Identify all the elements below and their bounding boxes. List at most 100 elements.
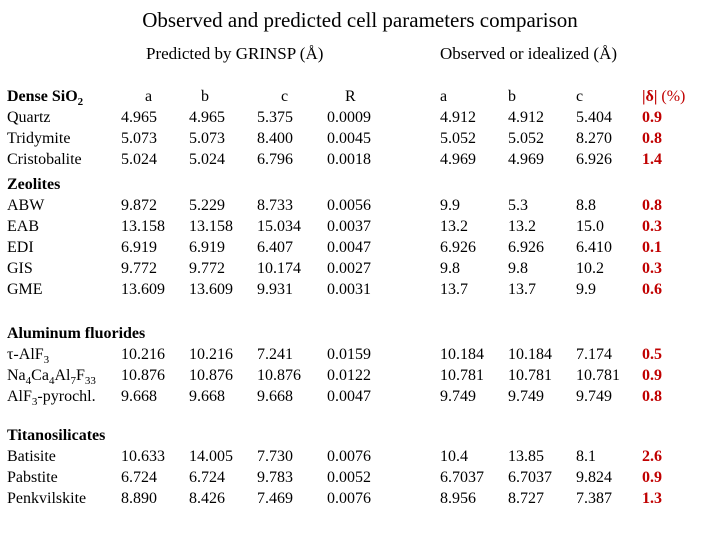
cell-delta: 1.4 (642, 151, 662, 168)
cell-r: 0.0037 (327, 218, 371, 235)
row-name: τ-AlF3 (7, 346, 50, 367)
group-name: Zeolites (7, 176, 61, 193)
cell-ob: 13.2 (508, 218, 536, 235)
cell-ob: 10.781 (508, 367, 552, 384)
cell-a: 13.158 (121, 218, 165, 235)
cell-b: 6.919 (189, 239, 225, 256)
cell-oa: 9.8 (440, 260, 460, 277)
group-name: Dense SiO2 (7, 88, 84, 109)
cell-delta: 0.8 (642, 197, 662, 214)
group-name: Aluminum fluorides (7, 325, 146, 342)
cell-c: 7.241 (257, 346, 293, 363)
row-name: EAB (7, 218, 39, 235)
header-observed: Observed or idealized (Å) (440, 44, 618, 63)
cell-r: 0.0047 (327, 388, 371, 405)
cell-delta: 0.8 (642, 388, 662, 405)
cell-r: 0.0027 (327, 260, 371, 277)
cell-a: 10.633 (121, 448, 165, 465)
header-predicted: Predicted by GRINSP (Å) (146, 44, 324, 63)
cell-delta: 0.9 (642, 367, 662, 384)
column-header-b: b (201, 88, 209, 105)
cell-ob: 9.749 (508, 388, 544, 405)
cell-c: 10.174 (257, 260, 301, 277)
cell-c: 5.375 (257, 109, 293, 126)
cell-delta: 0.9 (642, 469, 662, 486)
cell-r: 0.0056 (327, 197, 371, 214)
cell-c: 9.668 (257, 388, 293, 405)
cell-oc: 9.749 (576, 388, 612, 405)
cell-r: 0.0045 (327, 130, 371, 147)
cell-a: 4.965 (121, 109, 157, 126)
column-header-c: c (281, 88, 289, 105)
cell-c: 6.407 (257, 239, 293, 256)
cell-ob: 4.912 (508, 109, 544, 126)
cell-oa: 4.969 (440, 151, 476, 168)
cell-ob: 5.052 (508, 130, 544, 147)
cell-delta: 0.3 (642, 218, 662, 235)
cell-oc: 9.9 (576, 281, 596, 298)
cell-oa: 13.7 (440, 281, 468, 298)
cell-ob: 6.926 (508, 239, 544, 256)
cell-delta: 0.1 (642, 239, 662, 256)
cell-ob: 13.7 (508, 281, 536, 298)
cell-r: 0.0159 (327, 346, 371, 363)
cell-r: 0.0076 (327, 490, 371, 507)
row-name: EDI (7, 239, 34, 256)
group-name: Titanosilicates (7, 427, 106, 444)
cell-oa: 9.9 (440, 197, 460, 214)
cell-ob: 5.3 (508, 197, 528, 214)
column-header-a: a (145, 88, 153, 105)
cell-oa: 4.912 (440, 109, 476, 126)
cell-oa: 10.4 (440, 448, 468, 465)
cell-oc: 7.387 (576, 490, 612, 507)
cell-r: 0.0018 (327, 151, 371, 168)
cell-r: 0.0076 (327, 448, 371, 465)
cell-c: 9.783 (257, 469, 293, 486)
cell-delta: 1.3 (642, 490, 662, 507)
cell-a: 6.919 (121, 239, 157, 256)
row-name: Na4Ca4Al7F33 (7, 367, 96, 388)
cell-ob: 10.184 (508, 346, 552, 363)
cell-r: 0.0047 (327, 239, 371, 256)
cell-c: 7.469 (257, 490, 293, 507)
cell-c: 10.876 (257, 367, 301, 384)
row-name: GIS (7, 260, 33, 277)
cell-b: 5.024 (189, 151, 225, 168)
cell-a: 9.872 (121, 197, 157, 214)
cell-oc: 7.174 (576, 346, 612, 363)
row-name: AlF3-pyrochl. (7, 388, 96, 409)
cell-oc: 15.0 (576, 218, 604, 235)
cell-oc: 6.926 (576, 151, 612, 168)
cell-c: 6.796 (257, 151, 293, 168)
column-header-observed-c: c (576, 88, 584, 105)
cell-oc: 8.8 (576, 197, 596, 214)
cell-delta: 0.9 (642, 109, 662, 126)
cell-oc: 8.1 (576, 448, 596, 465)
cell-delta: 2.6 (642, 448, 662, 465)
cell-oc: 10.2 (576, 260, 604, 277)
cell-a: 5.024 (121, 151, 157, 168)
column-header-r: R (345, 88, 356, 105)
cell-oc: 8.270 (576, 130, 612, 147)
cell-oa: 10.781 (440, 367, 484, 384)
cell-a: 9.668 (121, 388, 157, 405)
cell-b: 6.724 (189, 469, 225, 486)
row-name: Cristobalite (7, 151, 82, 168)
cell-b: 8.426 (189, 490, 225, 507)
cell-oa: 9.749 (440, 388, 476, 405)
cell-oa: 13.2 (440, 218, 468, 235)
cell-c: 9.931 (257, 281, 293, 298)
cell-oc: 9.824 (576, 469, 612, 486)
cell-delta: 0.6 (642, 281, 662, 298)
cell-a: 10.216 (121, 346, 165, 363)
cell-b: 14.005 (189, 448, 233, 465)
cell-a: 10.876 (121, 367, 165, 384)
cell-b: 9.668 (189, 388, 225, 405)
cell-ob: 6.7037 (508, 469, 552, 486)
row-name: GME (7, 281, 43, 298)
cell-c: 8.733 (257, 197, 293, 214)
cell-oc: 10.781 (576, 367, 620, 384)
cell-c: 7.730 (257, 448, 293, 465)
cell-c: 15.034 (257, 218, 301, 235)
cell-b: 13.609 (189, 281, 233, 298)
